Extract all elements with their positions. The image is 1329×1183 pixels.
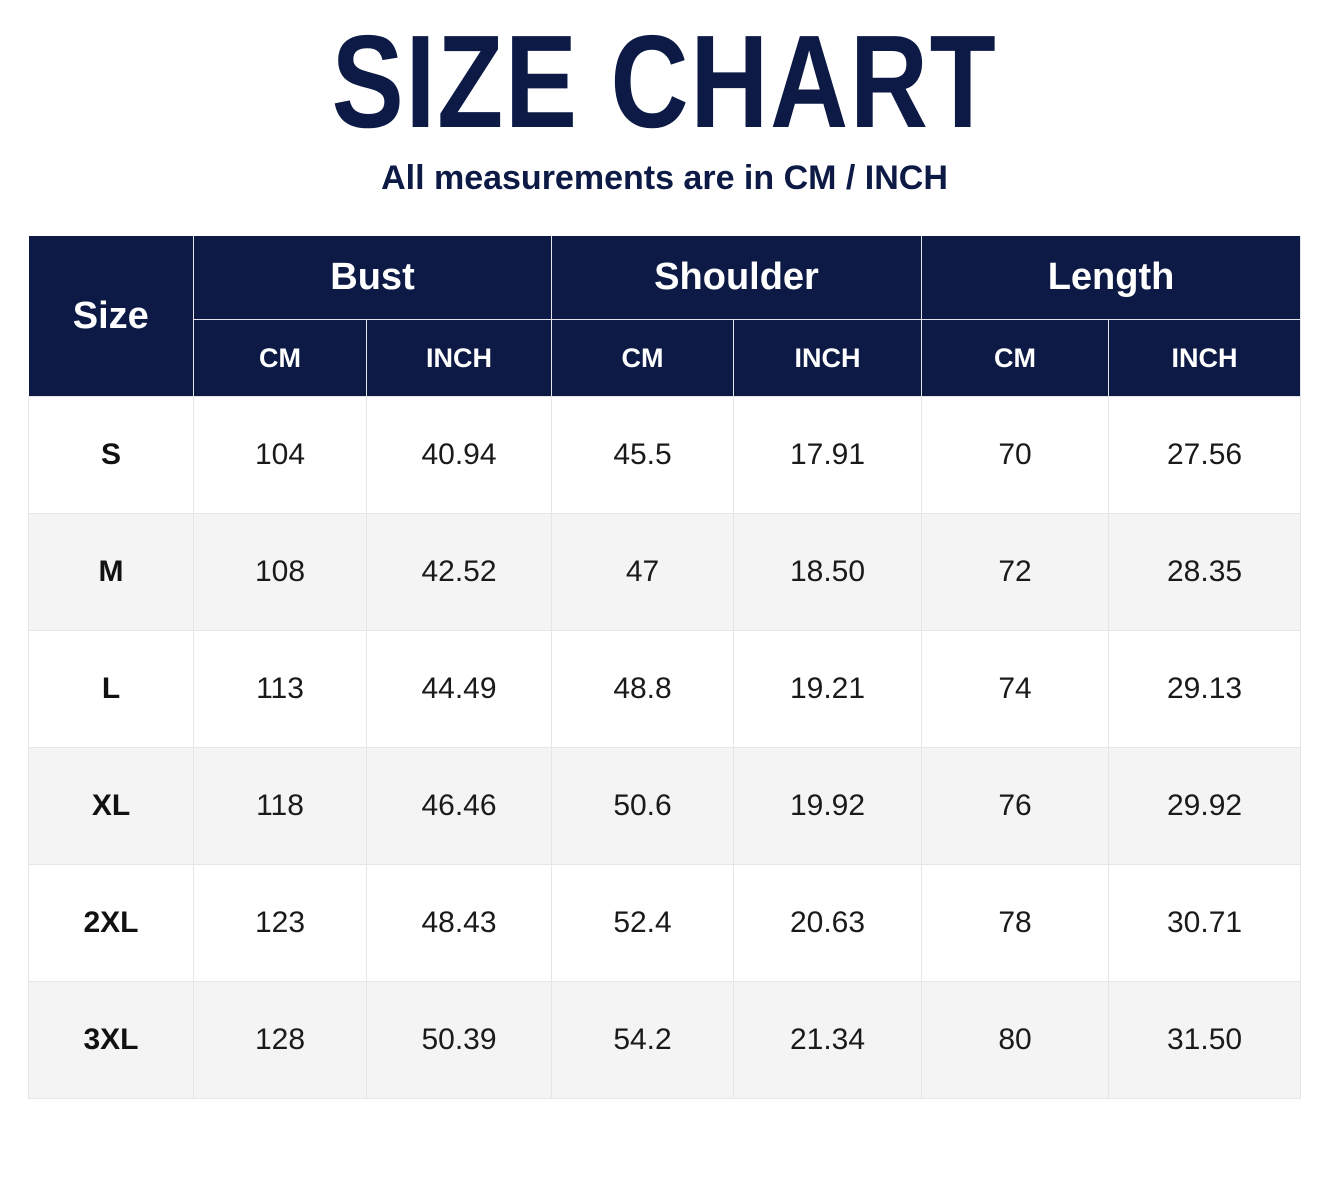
bust-cm-cell: 108 bbox=[193, 513, 367, 631]
length-cm-cell: 76 bbox=[921, 747, 1110, 865]
shoulder-inch-header: INCH bbox=[733, 319, 923, 397]
shoulder-cm-header: CM bbox=[551, 319, 735, 397]
shoulder-group-header: Shoulder bbox=[551, 236, 923, 320]
page-title: SIZE CHART bbox=[331, 8, 998, 155]
shoulder-cm-cell: 48.8 bbox=[551, 630, 735, 748]
size-column-header: Size bbox=[28, 236, 194, 397]
bust-group-header: Bust bbox=[192, 236, 553, 320]
bust-inch-header: INCH bbox=[365, 319, 553, 397]
shoulder-cm-cell: 50.6 bbox=[551, 747, 735, 865]
shoulder-cm-cell: 52.4 bbox=[551, 864, 735, 982]
table-body: S 104 40.94 45.5 17.91 70 27.56 M 108 42.52 47 18.5… bbox=[28, 396, 1302, 1099]
bust-inch-cell: 40.94 bbox=[365, 396, 553, 514]
bust-inch-cell: 50.39 bbox=[365, 981, 553, 1099]
shoulder-cm-cell: 54.2 bbox=[551, 981, 735, 1099]
shoulder-inch-cell: 18.50 bbox=[733, 513, 923, 631]
length-cm-cell: 70 bbox=[921, 396, 1110, 514]
bust-inch-cell: 42.52 bbox=[365, 513, 553, 631]
shoulder-inch-cell: 21.34 bbox=[733, 981, 923, 1099]
table-row: 2XL 123 48.43 52.4 20.63 78 30.71 bbox=[28, 864, 1302, 982]
shoulder-inch-cell: 20.63 bbox=[733, 864, 923, 982]
length-inch-cell: 30.71 bbox=[1108, 864, 1302, 982]
length-cm-cell: 74 bbox=[921, 630, 1110, 748]
size-label-cell: M bbox=[28, 513, 194, 631]
bust-inch-cell: 48.43 bbox=[365, 864, 553, 982]
table-row: S 104 40.94 45.5 17.91 70 27.56 bbox=[28, 396, 1302, 514]
length-inch-cell: 31.50 bbox=[1108, 981, 1302, 1099]
length-cm-header: CM bbox=[921, 319, 1110, 397]
length-inch-header: INCH bbox=[1108, 319, 1302, 397]
bust-cm-cell: 123 bbox=[193, 864, 367, 982]
table-row: L 113 44.49 48.8 19.21 74 29.13 bbox=[28, 630, 1302, 748]
length-inch-cell: 29.92 bbox=[1108, 747, 1302, 865]
shoulder-cm-cell: 45.5 bbox=[551, 396, 735, 514]
shoulder-inch-cell: 17.91 bbox=[733, 396, 923, 514]
shoulder-inch-cell: 19.92 bbox=[733, 747, 923, 865]
table-row: M 108 42.52 47 18.50 72 28.35 bbox=[28, 513, 1302, 631]
table-header: Size Bust Shoulder Length CM INCH CM INC… bbox=[28, 236, 1302, 397]
bust-cm-cell: 104 bbox=[193, 396, 367, 514]
bust-inch-cell: 46.46 bbox=[365, 747, 553, 865]
size-label-cell: 2XL bbox=[28, 864, 194, 982]
bust-cm-cell: 113 bbox=[193, 630, 367, 748]
length-inch-cell: 28.35 bbox=[1108, 513, 1302, 631]
bust-inch-cell: 44.49 bbox=[365, 630, 553, 748]
table-row: XL 118 46.46 50.6 19.92 76 29.92 bbox=[28, 747, 1302, 865]
size-label-cell: 3XL bbox=[28, 981, 194, 1099]
size-label-cell: XL bbox=[28, 747, 194, 865]
shoulder-cm-cell: 47 bbox=[551, 513, 735, 631]
length-inch-cell: 27.56 bbox=[1108, 396, 1302, 514]
table-row: 3XL 128 50.39 54.2 21.34 80 31.50 bbox=[28, 981, 1302, 1099]
length-group-header: Length bbox=[921, 236, 1302, 320]
size-label-cell: S bbox=[28, 396, 194, 514]
length-cm-cell: 80 bbox=[921, 981, 1110, 1099]
shoulder-inch-cell: 19.21 bbox=[733, 630, 923, 748]
page-subtitle: All measurements are in CM / INCH bbox=[381, 159, 948, 197]
length-cm-cell: 78 bbox=[921, 864, 1110, 982]
length-inch-cell: 29.13 bbox=[1108, 630, 1302, 748]
bust-cm-cell: 118 bbox=[193, 747, 367, 865]
length-cm-cell: 72 bbox=[921, 513, 1110, 631]
bust-cm-header: CM bbox=[193, 319, 367, 397]
bust-cm-cell: 128 bbox=[193, 981, 367, 1099]
size-chart-table: Size Bust Shoulder Length CM INCH CM INC… bbox=[28, 236, 1302, 1099]
size-label-cell: L bbox=[28, 630, 194, 748]
